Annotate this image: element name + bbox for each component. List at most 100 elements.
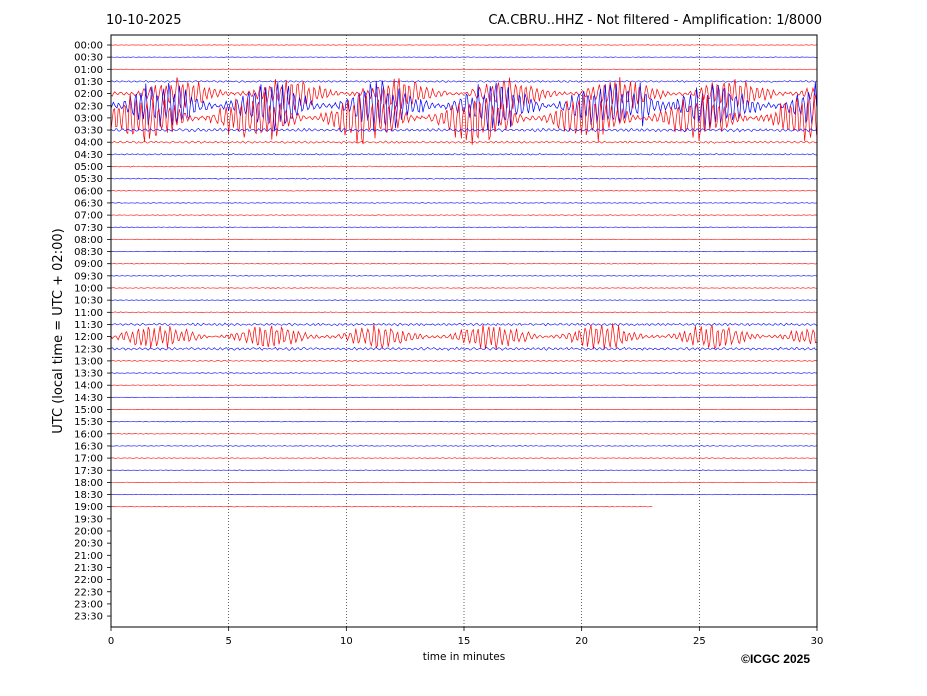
seismic-trace <box>110 372 817 374</box>
seismic-trace <box>110 77 817 111</box>
y-tick-label: 21:30 <box>74 563 103 574</box>
y-tick-label: 19:00 <box>74 502 103 513</box>
y-tick-label: 05:30 <box>74 174 103 185</box>
seismic-trace <box>110 457 817 459</box>
y-tick-label: 01:00 <box>74 65 103 76</box>
seismic-trace <box>110 214 817 216</box>
seismic-trace <box>110 92 817 145</box>
y-tick-label: 02:30 <box>74 101 103 112</box>
seismic-trace <box>110 68 817 70</box>
seismic-trace <box>110 493 817 496</box>
y-tick-label: 06:00 <box>74 186 103 197</box>
y-tick-label: 03:30 <box>74 126 103 137</box>
seismic-trace <box>110 226 817 228</box>
y-tick-label: 13:30 <box>74 369 103 380</box>
station-title: CA.CBRU..HHZ - Not filtered - Amplificat… <box>488 13 822 28</box>
y-tick-label: 20:30 <box>74 539 103 550</box>
y-axis-label: UTC (local time = UTC + 02:00) <box>51 228 66 433</box>
y-tick-label: 10:00 <box>74 284 103 295</box>
y-tick-label: 13:00 <box>74 356 103 367</box>
seismic-trace <box>110 359 817 362</box>
y-tick-label: 10:30 <box>74 296 103 307</box>
y-tick-label: 23:00 <box>74 599 103 610</box>
y-tick-label: 12:30 <box>74 344 103 355</box>
y-tick-label: 02:00 <box>74 89 103 100</box>
y-tick-label: 22:30 <box>74 587 103 598</box>
seismic-trace <box>110 177 817 180</box>
x-axis-label: time in minutes <box>423 651 505 663</box>
y-tick-label: 16:30 <box>74 441 103 452</box>
x-tick-label: 5 <box>225 636 231 647</box>
x-tick-label: 0 <box>108 636 114 647</box>
x-tick-label: 15 <box>458 636 471 647</box>
seismic-trace <box>110 396 817 399</box>
y-tick-label: 08:00 <box>74 235 103 246</box>
seismic-trace <box>110 469 817 471</box>
y-tick-label: 18:00 <box>74 478 103 489</box>
seismic-trace <box>110 408 817 411</box>
y-tick-label: 09:30 <box>74 271 103 282</box>
y-tick-label: 12:00 <box>74 332 103 343</box>
y-tick-label: 01:30 <box>74 77 103 88</box>
y-tick-label: 00:00 <box>74 41 103 52</box>
y-tick-label: 14:00 <box>74 381 103 392</box>
seismic-trace <box>110 80 817 83</box>
y-tick-label: 00:30 <box>74 53 103 64</box>
seismic-trace <box>110 190 817 192</box>
chart-date-title: 10-10-2025 <box>106 13 182 28</box>
y-tick-label: 18:30 <box>74 490 103 501</box>
seismic-trace <box>110 127 817 133</box>
y-tick-label: 16:00 <box>74 429 103 440</box>
vertical-grid <box>228 35 700 627</box>
x-tick-label: 20 <box>575 636 588 647</box>
y-tick-label: 23:30 <box>74 612 103 623</box>
y-tick-label: 05:00 <box>74 162 103 173</box>
y-tick-label: 21:00 <box>74 551 103 562</box>
seismic-trace <box>110 275 817 277</box>
seismic-trace <box>110 262 817 265</box>
y-tick-label: 22:00 <box>74 575 103 586</box>
y-tick-label: 15:30 <box>74 417 103 428</box>
seismic-trace <box>110 287 817 289</box>
seismic-trace <box>110 445 817 447</box>
seismic-trace <box>110 322 817 327</box>
y-tick-label: 11:30 <box>74 320 103 331</box>
y-tick-label: 11:00 <box>74 308 103 319</box>
seismic-trace <box>110 44 817 46</box>
seismic-trace <box>110 165 817 168</box>
y-tick-label: 17:00 <box>74 454 103 465</box>
seismic-trace <box>110 299 817 301</box>
y-tick-label: 17:30 <box>74 466 103 477</box>
y-tick-label: 14:30 <box>74 393 103 404</box>
x-tick-label: 10 <box>340 636 353 647</box>
x-tick-label: 25 <box>693 636 706 647</box>
y-tick-label: 09:00 <box>74 259 103 270</box>
seismic-traces <box>110 44 817 508</box>
seismic-trace <box>110 140 817 144</box>
y-tick-label: 06:30 <box>74 198 103 209</box>
y-tick-label: 19:30 <box>74 514 103 525</box>
seismic-trace <box>110 202 817 204</box>
seismic-trace <box>110 238 817 241</box>
y-tick-label: 15:00 <box>74 405 103 416</box>
seismic-trace <box>110 433 817 435</box>
seismic-trace <box>110 323 817 350</box>
seismic-trace <box>110 153 817 156</box>
y-tick-label: 03:00 <box>74 113 103 124</box>
plot-frame <box>110 34 818 628</box>
y-tick-label: 08:30 <box>74 247 103 258</box>
seismic-trace <box>110 311 817 314</box>
y-tick-label: 20:00 <box>74 527 103 538</box>
y-tick-label: 07:30 <box>74 223 103 234</box>
seismic-trace <box>110 250 817 253</box>
seismic-trace <box>110 346 817 351</box>
seismic-trace <box>110 481 817 484</box>
seismic-trace <box>110 384 817 386</box>
x-axis-ticks: 0 5 10 15 20 25 30 <box>108 627 824 647</box>
seismic-trace <box>110 56 817 58</box>
seismic-trace <box>110 80 817 132</box>
y-tick-label: 04:30 <box>74 150 103 161</box>
x-tick-label: 30 <box>811 636 824 647</box>
